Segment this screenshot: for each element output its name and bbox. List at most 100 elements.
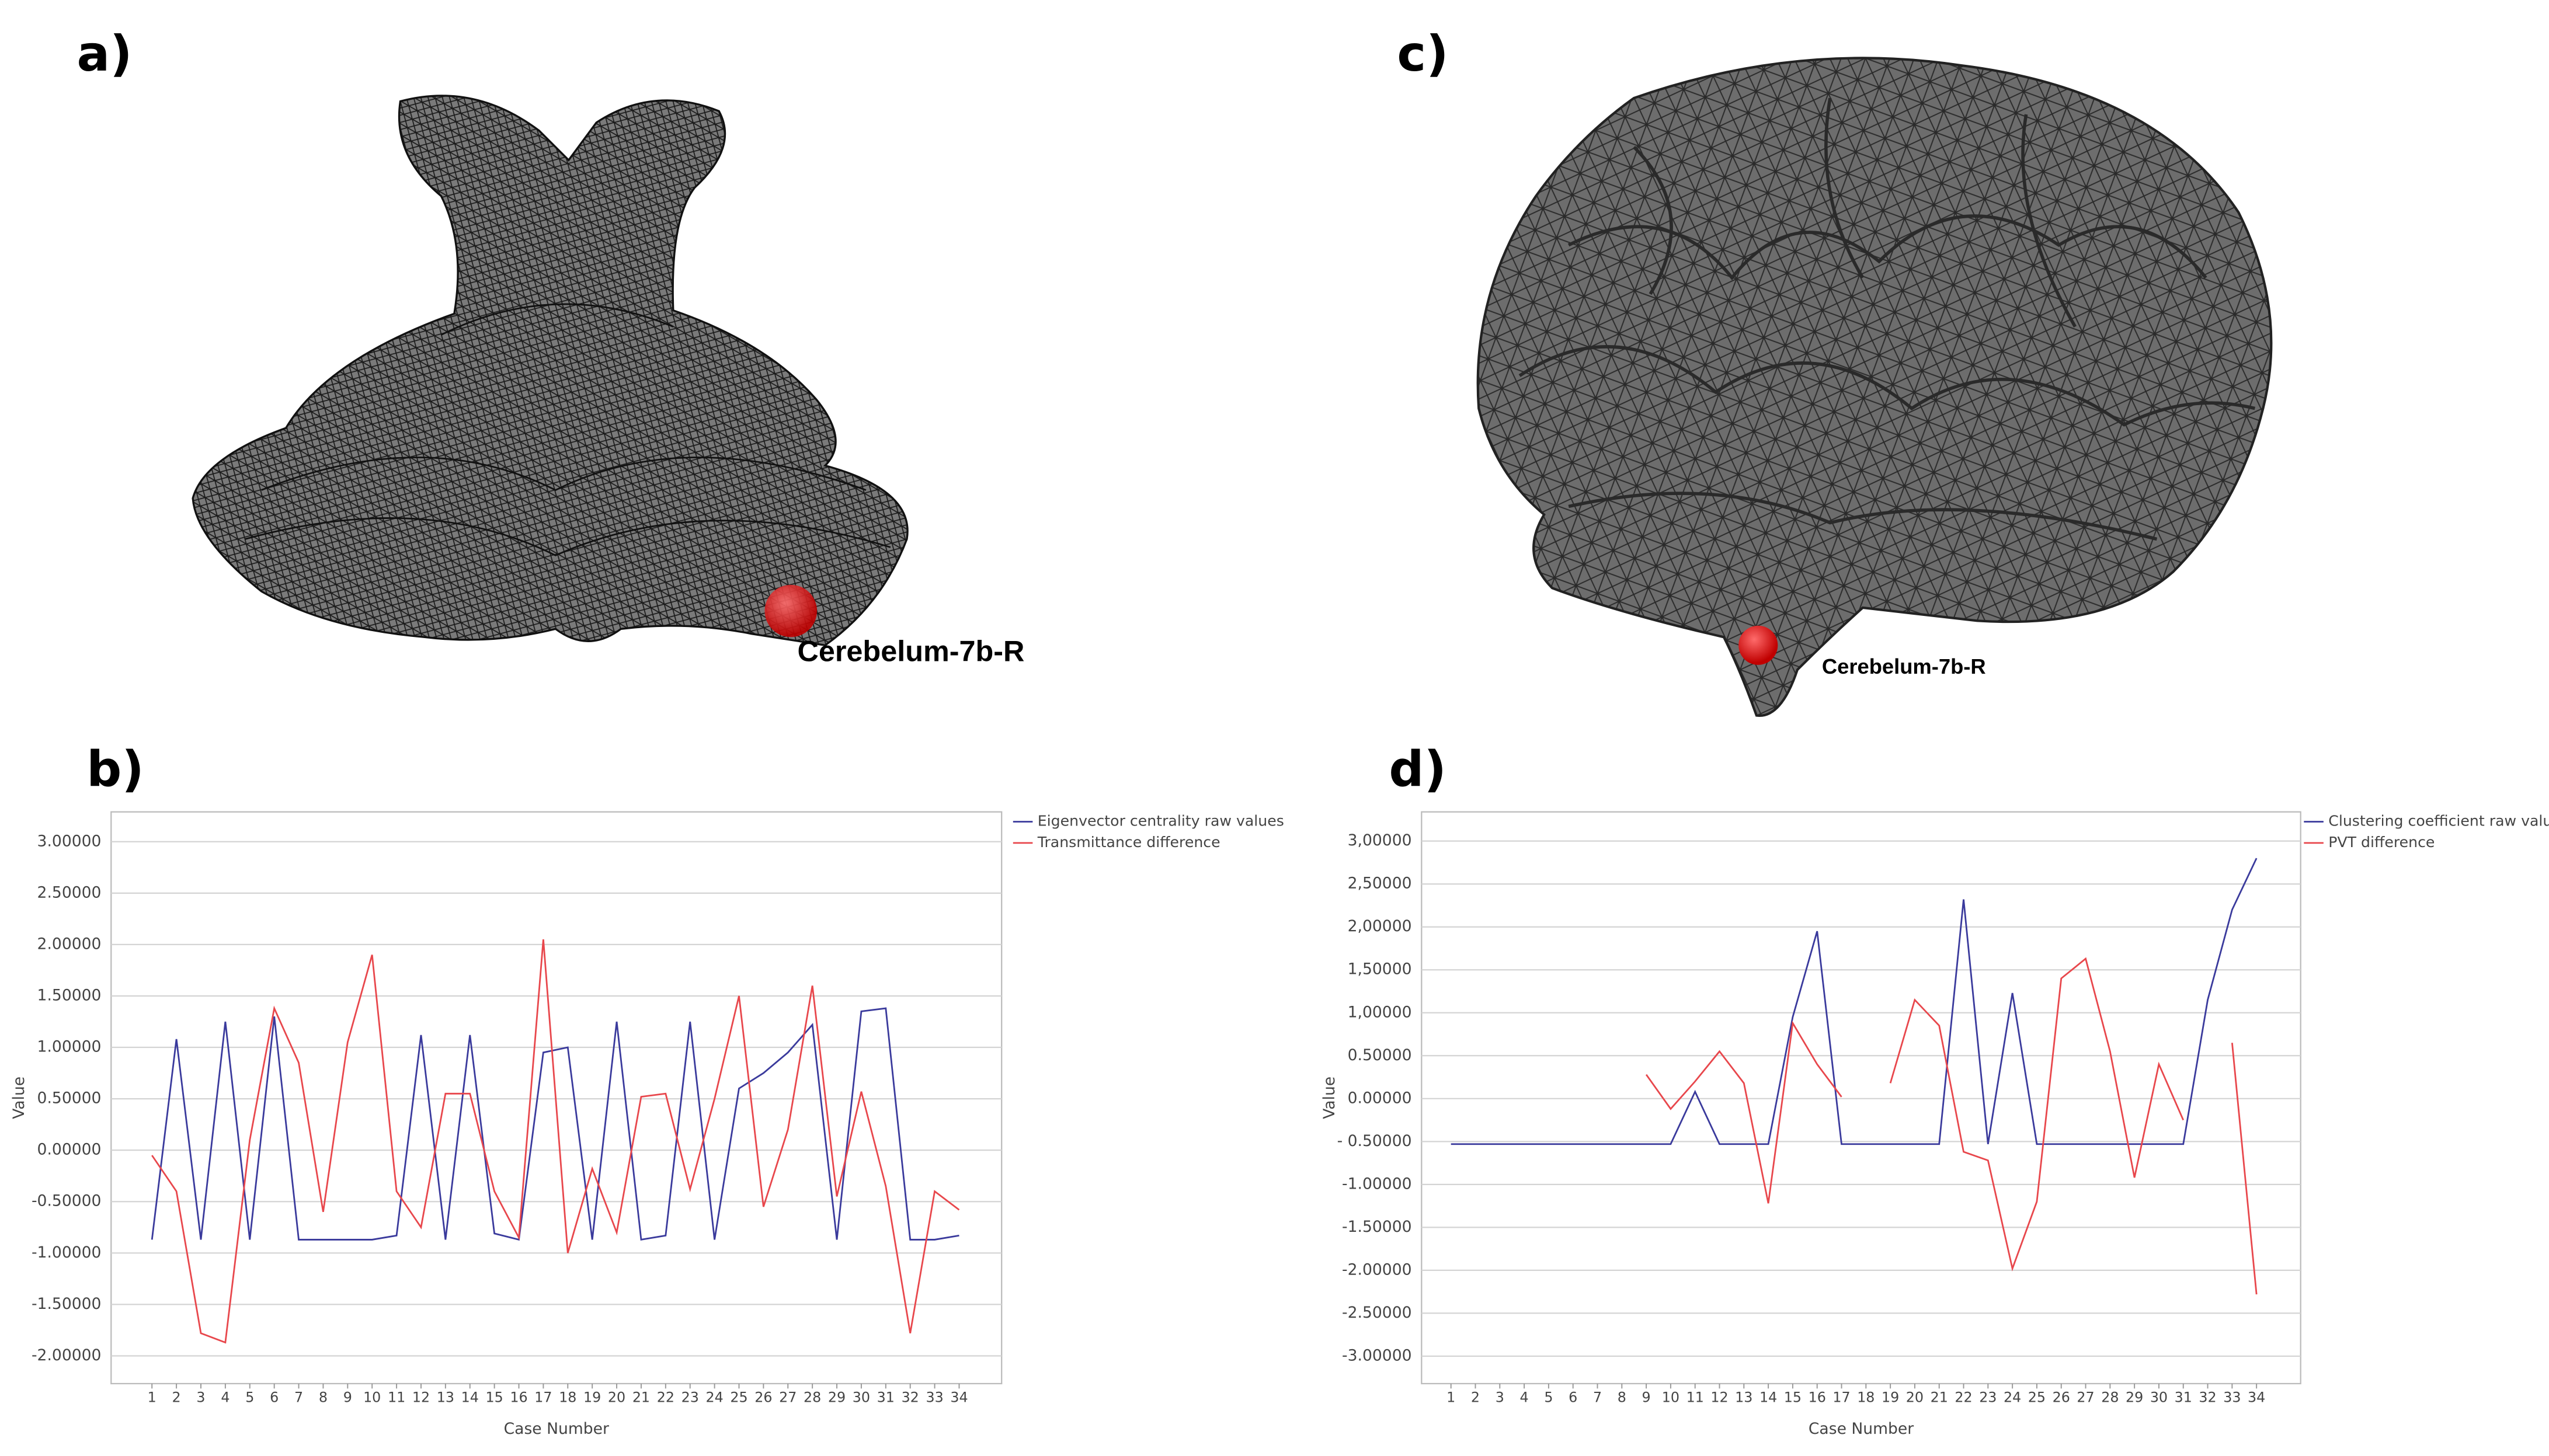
x-tick-label: 8 xyxy=(1618,1389,1626,1406)
line-series xyxy=(151,1007,959,1241)
x-tick-label: 33 xyxy=(2223,1389,2241,1406)
x-tick-label: 14 xyxy=(1759,1389,1777,1406)
line-series xyxy=(1645,957,2258,1295)
x-tick-label: 18 xyxy=(1857,1389,1875,1406)
x-tick-label: 32 xyxy=(902,1389,919,1406)
x-tick-label: 6 xyxy=(1569,1389,1577,1406)
y-tick-label: 2.50000 xyxy=(37,883,102,901)
x-tick-label: 3 xyxy=(196,1389,205,1406)
x-tick-label: 32 xyxy=(2199,1389,2216,1406)
y-tick-label: 0.50000 xyxy=(1348,1046,1412,1064)
x-tick-label: 26 xyxy=(754,1389,772,1406)
panel-label: d) xyxy=(1389,740,1446,797)
x-tick-label: 31 xyxy=(877,1389,895,1406)
panel-label: a) xyxy=(77,25,133,82)
line-series xyxy=(1451,858,2258,1145)
x-tick-label: 14 xyxy=(461,1389,479,1406)
x-tick-label: 13 xyxy=(1735,1389,1752,1406)
x-tick-label: 3 xyxy=(1496,1389,1504,1406)
panel-label: c) xyxy=(1397,25,1448,82)
x-tick-label: 1 xyxy=(1446,1389,1455,1406)
x-tick-label: 11 xyxy=(1686,1389,1704,1406)
annotation: Cerebelum-7b-R xyxy=(1822,654,1986,678)
y-tick-label: 0.50000 xyxy=(37,1089,102,1107)
line-series xyxy=(151,939,960,1344)
plot-frame xyxy=(1421,811,2301,1385)
x-tick-label: 34 xyxy=(2248,1389,2265,1406)
x-tick-label: 12 xyxy=(412,1389,430,1406)
x-tick-label: 18 xyxy=(559,1389,576,1406)
x-tick-label: 25 xyxy=(2028,1389,2046,1406)
x-tick-label: 19 xyxy=(1882,1389,1899,1406)
y-tick-label: -1.50000 xyxy=(32,1295,102,1313)
x-tick-label: 24 xyxy=(2004,1389,2021,1406)
x-tick-label: 9 xyxy=(343,1389,352,1406)
x-tick-label: 10 xyxy=(363,1389,381,1406)
x-tick-label: 12 xyxy=(1710,1389,1728,1406)
x-tick-label: 25 xyxy=(730,1389,747,1406)
x-tick-label: 30 xyxy=(2150,1389,2168,1406)
x-tick-label: 27 xyxy=(779,1389,797,1406)
y-tick-label: -2.00000 xyxy=(32,1346,102,1364)
x-tick-label: 15 xyxy=(1784,1389,1802,1406)
y-tick-label: 1,50000 xyxy=(1348,960,1412,978)
y-tick-label: 1,00000 xyxy=(1348,1003,1412,1021)
x-tick-label: 8 xyxy=(319,1389,328,1406)
x-tick-label: 17 xyxy=(1832,1389,1850,1406)
x-axis-label: Case Number xyxy=(1809,1420,1914,1438)
x-tick-label: 16 xyxy=(510,1389,527,1406)
y-tick-label: -2.50000 xyxy=(1342,1304,1412,1322)
y-tick-label: 0.00000 xyxy=(1348,1089,1412,1107)
x-tick-label: 27 xyxy=(2077,1389,2094,1406)
x-tick-label: 17 xyxy=(534,1389,552,1406)
legend-label: Eigenvector centrality raw values xyxy=(1038,812,1284,829)
legend-label: Clustering coefficient raw values xyxy=(2328,812,2549,829)
y-tick-label: 0.00000 xyxy=(37,1141,102,1159)
legend-label: Transmittance difference xyxy=(1037,834,1220,851)
x-tick-label: 5 xyxy=(1544,1389,1553,1406)
x-tick-label: 21 xyxy=(1931,1389,1948,1406)
y-tick-label: -0.50000 xyxy=(32,1192,102,1210)
x-tick-label: 28 xyxy=(2101,1389,2119,1406)
y-tick-label: -3.00000 xyxy=(1342,1346,1412,1364)
y-tick-label: 3.00000 xyxy=(37,832,102,850)
x-tick-label: 10 xyxy=(1662,1389,1679,1406)
x-tick-label: 28 xyxy=(804,1389,821,1406)
cerebellum-render xyxy=(192,95,909,647)
y-tick-label: 2,50000 xyxy=(1348,875,1412,893)
x-tick-label: 24 xyxy=(705,1389,723,1406)
x-tick-label: 23 xyxy=(1979,1389,1997,1406)
x-tick-label: 1 xyxy=(148,1389,157,1406)
x-tick-label: 15 xyxy=(486,1389,503,1406)
y-tick-label: 1.00000 xyxy=(37,1038,102,1056)
x-tick-label: 2 xyxy=(172,1389,181,1406)
panel-label: b) xyxy=(86,740,144,797)
annotation: Cerebelum-7b-R xyxy=(797,635,1024,668)
y-axis-label: Value xyxy=(1320,1077,1338,1119)
y-tick-label: -2.00000 xyxy=(1342,1260,1412,1279)
x-tick-label: 4 xyxy=(221,1389,229,1406)
x-tick-label: 5 xyxy=(245,1389,254,1406)
x-tick-label: 9 xyxy=(1642,1389,1651,1406)
y-tick-label: -1.00000 xyxy=(32,1243,102,1262)
x-tick-label: 2 xyxy=(1471,1389,1480,1406)
x-axis-label: Case Number xyxy=(504,1420,609,1438)
x-tick-label: 7 xyxy=(294,1389,303,1406)
x-tick-label: 29 xyxy=(828,1389,846,1406)
y-tick-label: -1.50000 xyxy=(1342,1218,1412,1236)
x-tick-label: 16 xyxy=(1809,1389,1826,1406)
y-tick-label: - 0.50000 xyxy=(1337,1132,1412,1150)
y-tick-label: 2.00000 xyxy=(37,935,102,953)
x-tick-label: 4 xyxy=(1520,1389,1529,1406)
y-tick-label: 1.50000 xyxy=(37,986,102,1004)
x-tick-label: 30 xyxy=(853,1389,870,1406)
y-axis-label: Value xyxy=(10,1077,28,1119)
x-tick-label: 21 xyxy=(632,1389,650,1406)
plot-frame xyxy=(110,811,1003,1385)
x-tick-label: 20 xyxy=(608,1389,625,1406)
x-tick-label: 13 xyxy=(437,1389,454,1406)
x-tick-label: 22 xyxy=(657,1389,674,1406)
x-tick-label: 22 xyxy=(1955,1389,1972,1406)
x-tick-label: 19 xyxy=(583,1389,601,1406)
